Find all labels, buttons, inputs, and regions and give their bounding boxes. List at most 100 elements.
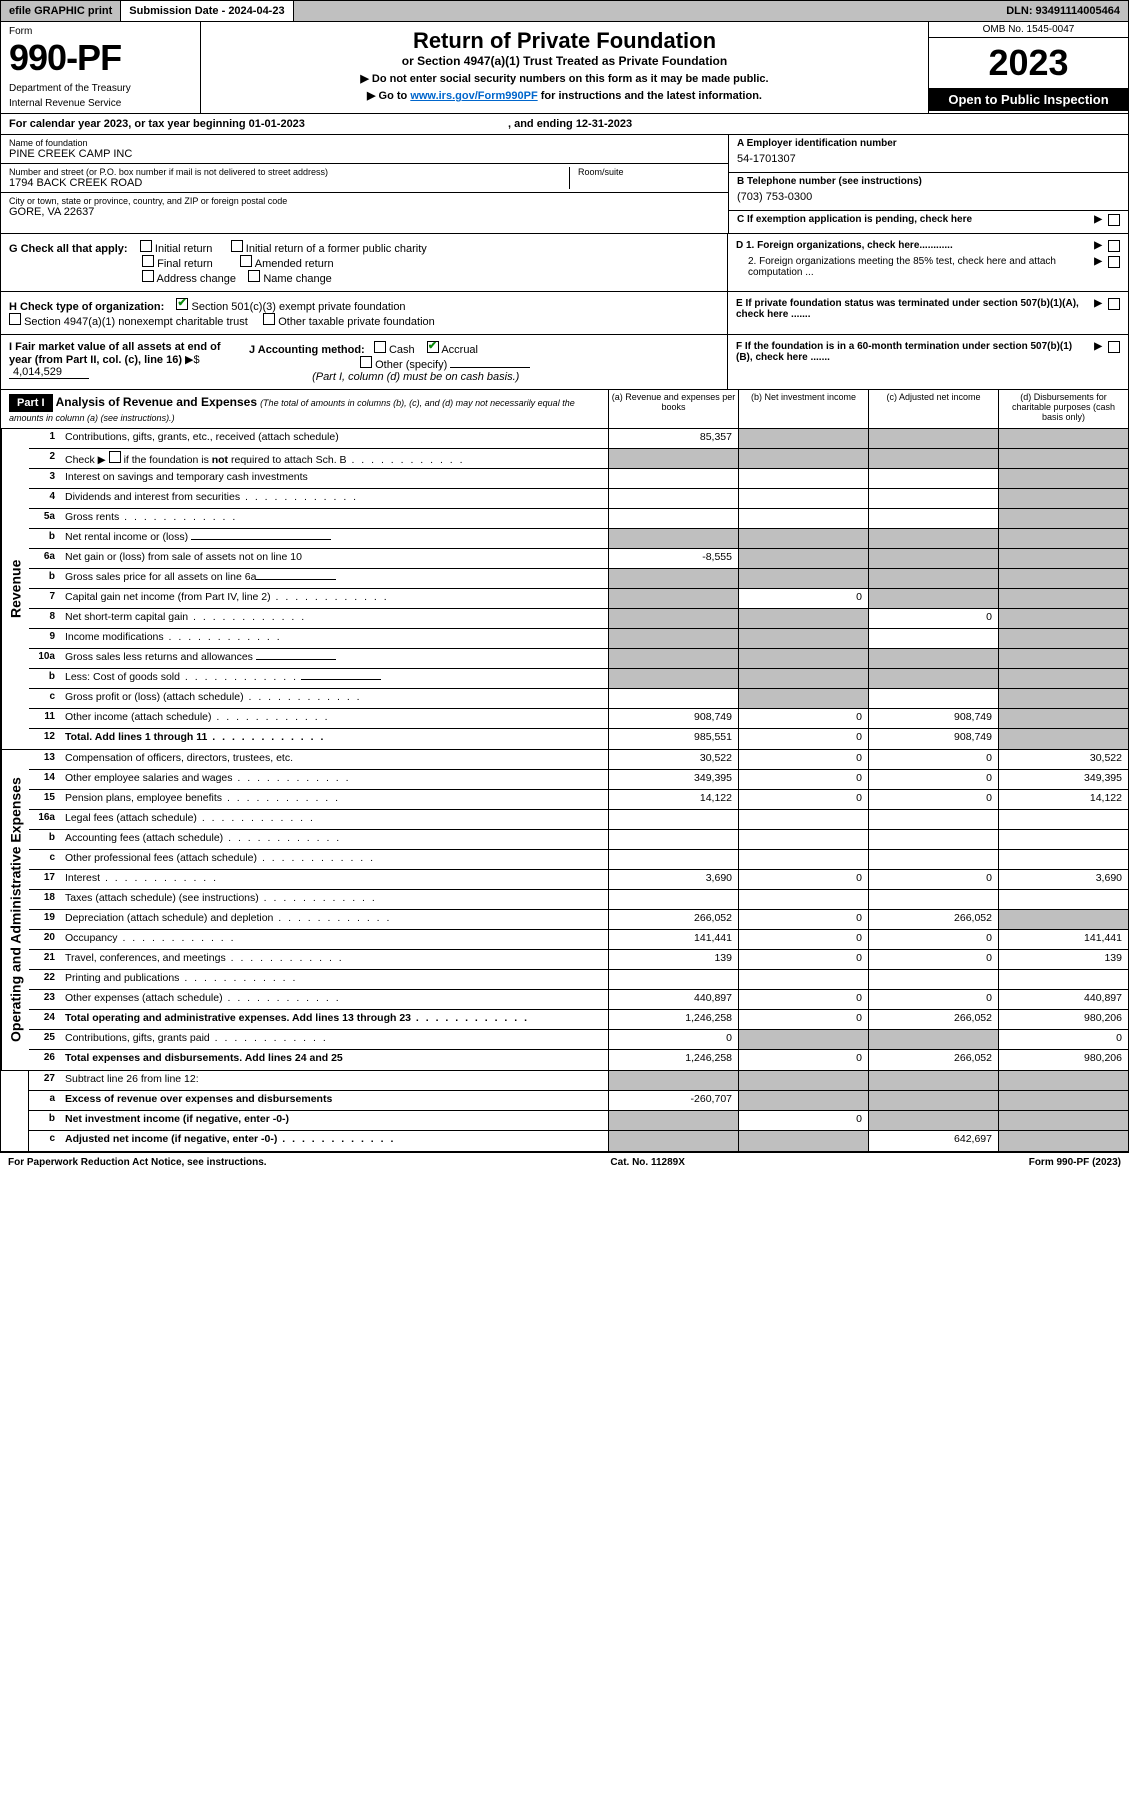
city-state-zip: GORE, VA 22637 — [9, 206, 720, 218]
form-subtitle: or Section 4947(a)(1) Trust Treated as P… — [211, 54, 918, 68]
submission-date: Submission Date - 2024-04-23 — [121, 1, 293, 21]
col-c-header: (c) Adjusted net income — [868, 390, 998, 428]
table-row: 5aGross rents — [29, 509, 1128, 529]
table-row: bAccounting fees (attach schedule) — [29, 830, 1128, 850]
dln: DLN: 93491114005464 — [998, 1, 1128, 21]
h-501c3[interactable]: Section 501(c)(3) exempt private foundat… — [176, 301, 405, 313]
row-h-e: H Check type of organization: Section 50… — [0, 292, 1129, 335]
expenses-table: Operating and Administrative Expenses 13… — [0, 750, 1129, 1071]
table-row: 23Other expenses (attach schedule)440,89… — [29, 990, 1128, 1010]
g-initial-former[interactable]: Initial return of a former public charit… — [231, 243, 427, 255]
ein-value: 54-1701307 — [737, 149, 1120, 169]
col-b-header: (b) Net investment income — [738, 390, 868, 428]
form-link[interactable]: www.irs.gov/Form990PF — [410, 90, 537, 102]
d2-checkbox[interactable] — [1108, 256, 1120, 268]
revenue-side-label: Revenue — [1, 429, 29, 749]
g-amended[interactable]: Amended return — [240, 258, 333, 270]
f-checkbox[interactable] — [1108, 341, 1120, 353]
h-4947[interactable]: Section 4947(a)(1) nonexempt charitable … — [9, 316, 248, 328]
part1-badge: Part I — [9, 394, 53, 412]
table-row: 20Occupancy141,44100141,441 — [29, 930, 1128, 950]
table-row: 25Contributions, gifts, grants paid00 — [29, 1030, 1128, 1050]
irs-label: Internal Revenue Service — [9, 98, 192, 109]
table-row: cAdjusted net income (if negative, enter… — [29, 1131, 1128, 1151]
form-header: Form 990-PF Department of the Treasury I… — [0, 22, 1129, 114]
table-row: bGross sales price for all assets on lin… — [29, 569, 1128, 589]
table-row: 7Capital gain net income (from Part IV, … — [29, 589, 1128, 609]
j-accrual[interactable]: Accrual — [427, 344, 478, 356]
h-other[interactable]: Other taxable private foundation — [263, 316, 435, 328]
table-row: 2Check ▶ if the foundation is not requir… — [29, 449, 1128, 469]
form-title: Return of Private Foundation — [211, 28, 918, 54]
table-row: 11Other income (attach schedule)908,7490… — [29, 709, 1128, 729]
omb-number: OMB No. 1545-0047 — [929, 22, 1128, 38]
expenses-side-label: Operating and Administrative Expenses — [1, 750, 29, 1070]
g-addr-change[interactable]: Address change — [142, 273, 236, 285]
table-row: 10aGross sales less returns and allowanc… — [29, 649, 1128, 669]
c-cell: C If exemption application is pending, c… — [729, 211, 1128, 233]
fmv-value: 4,014,529 — [9, 366, 89, 379]
header-center: Return of Private Foundation or Section … — [201, 22, 928, 113]
col-a-header: (a) Revenue and expenses per books — [608, 390, 738, 428]
info-grid: Name of foundation PINE CREEK CAMP INC N… — [0, 135, 1129, 234]
table-row: 17Interest3,690003,690 — [29, 870, 1128, 890]
table-row: 24Total operating and administrative exp… — [29, 1010, 1128, 1030]
instr-2: ▶ Go to www.irs.gov/Form990PF for instru… — [211, 89, 918, 102]
instr-1: ▶ Do not enter social security numbers o… — [211, 72, 918, 85]
table-row: bLess: Cost of goods sold — [29, 669, 1128, 689]
table-row: 18Taxes (attach schedule) (see instructi… — [29, 890, 1128, 910]
table-row: 22Printing and publications — [29, 970, 1128, 990]
revenue-table: Revenue 1Contributions, gifts, grants, e… — [0, 429, 1129, 750]
e-section: E If private foundation status was termi… — [728, 292, 1128, 334]
f-section: F If the foundation is in a 60-month ter… — [728, 335, 1128, 389]
line27-table: 27Subtract line 26 from line 12: aExcess… — [0, 1071, 1129, 1152]
info-right: A Employer identification number 54-1701… — [728, 135, 1128, 233]
schb-checkbox[interactable] — [109, 451, 121, 463]
table-row: 16aLegal fees (attach schedule) — [29, 810, 1128, 830]
table-row: 26Total expenses and disbursements. Add … — [29, 1050, 1128, 1070]
table-row: 13Compensation of officers, directors, t… — [29, 750, 1128, 770]
row-ij-f: I Fair market value of all assets at end… — [0, 335, 1129, 390]
footer-right: Form 990-PF (2023) — [1029, 1157, 1121, 1168]
table-row: 19Depreciation (attach schedule) and dep… — [29, 910, 1128, 930]
page-footer: For Paperwork Reduction Act Notice, see … — [0, 1152, 1129, 1172]
dept-label: Department of the Treasury — [9, 83, 192, 94]
table-row: 27Subtract line 26 from line 12: — [29, 1071, 1128, 1091]
g-initial[interactable]: Initial return — [140, 243, 213, 255]
table-row: bNet investment income (if negative, ent… — [29, 1111, 1128, 1131]
g-section: G Check all that apply: Initial return I… — [1, 234, 728, 291]
g-name-change[interactable]: Name change — [248, 273, 332, 285]
header-right: OMB No. 1545-0047 2023 Open to Public In… — [928, 22, 1128, 113]
phone-cell: B Telephone number (see instructions) (7… — [729, 173, 1128, 211]
efile-label: efile GRAPHIC print — [1, 1, 121, 21]
h-section: H Check type of organization: Section 50… — [1, 292, 728, 334]
foundation-name: PINE CREEK CAMP INC — [9, 148, 720, 160]
footer-mid: Cat. No. 11289X — [610, 1157, 684, 1168]
table-row: 4Dividends and interest from securities — [29, 489, 1128, 509]
room-label: Room/suite — [578, 167, 720, 177]
footer-left: For Paperwork Reduction Act Notice, see … — [8, 1157, 267, 1168]
table-row: cOther professional fees (attach schedul… — [29, 850, 1128, 870]
row-g-d: G Check all that apply: Initial return I… — [0, 234, 1129, 292]
street-address: 1794 BACK CREEK ROAD — [9, 177, 569, 189]
d1-checkbox[interactable] — [1108, 240, 1120, 252]
table-row: bNet rental income or (loss) — [29, 529, 1128, 549]
city-cell: City or town, state or province, country… — [1, 193, 728, 221]
e-checkbox[interactable] — [1108, 298, 1120, 310]
g-final[interactable]: Final return — [142, 258, 213, 270]
addr-row: Number and street (or P.O. box number if… — [1, 164, 728, 193]
ij-section: I Fair market value of all assets at end… — [1, 335, 728, 389]
table-row: 1Contributions, gifts, grants, etc., rec… — [29, 429, 1128, 449]
table-row: 9Income modifications — [29, 629, 1128, 649]
j-other[interactable]: Other (specify) — [360, 359, 447, 371]
j-cash[interactable]: Cash — [374, 344, 415, 356]
phone-value: (703) 753-0300 — [737, 187, 1120, 207]
info-left: Name of foundation PINE CREEK CAMP INC N… — [1, 135, 728, 233]
tax-year: 2023 — [929, 38, 1128, 88]
table-row: 14Other employee salaries and wages349,3… — [29, 770, 1128, 790]
table-row: 3Interest on savings and temporary cash … — [29, 469, 1128, 489]
name-cell: Name of foundation PINE CREEK CAMP INC — [1, 135, 728, 164]
table-row: 6aNet gain or (loss) from sale of assets… — [29, 549, 1128, 569]
c-checkbox[interactable] — [1108, 214, 1120, 226]
table-row: 21Travel, conferences, and meetings13900… — [29, 950, 1128, 970]
